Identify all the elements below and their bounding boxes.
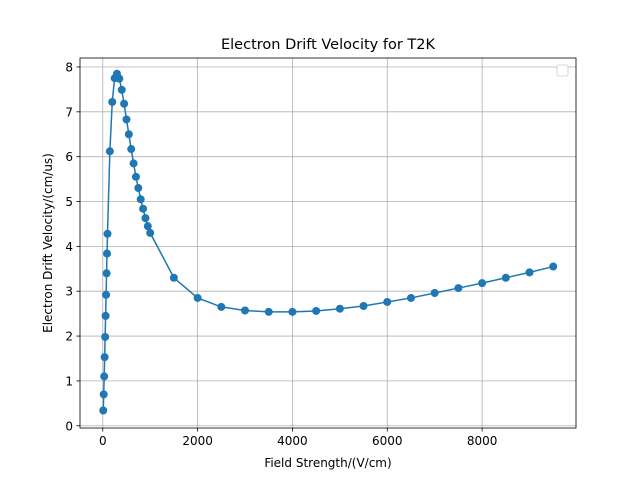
data-point-0: [99, 406, 108, 415]
x-tick-label-1: 2000: [182, 434, 213, 448]
x-axis-label: Field Strength/(V/cm): [264, 456, 391, 470]
data-point-20: [129, 159, 138, 168]
data-point-19: [127, 145, 136, 154]
data-point-18: [124, 130, 133, 139]
data-point-22: [134, 184, 143, 193]
x-tick-label-0: 0: [99, 434, 107, 448]
data-point-8: [103, 249, 112, 258]
chart-title: Electron Drift Velocity for T2K: [221, 37, 436, 53]
x-tick-label-4: 8000: [467, 434, 498, 448]
data-point-11: [108, 97, 117, 106]
y-tick-label-2: 2: [65, 330, 73, 344]
y-tick-label-1: 1: [65, 374, 73, 388]
data-point-36: [359, 302, 368, 311]
data-point-37: [383, 297, 392, 306]
ticks: 0 2000 4000 6000 8000 0 1 2 3 4 5 6 7 8: [65, 60, 497, 448]
grid: [80, 58, 576, 428]
data-point-42: [501, 273, 510, 282]
y-tick-label-5: 5: [65, 195, 73, 209]
y-tick-label-6: 6: [65, 150, 73, 164]
data-point-21: [131, 172, 140, 181]
data-point-1: [99, 390, 108, 399]
y-tick-label-0: 0: [65, 419, 73, 433]
axes-frame: [79, 57, 577, 429]
data-point-24: [139, 204, 148, 213]
data-point-29: [193, 293, 202, 302]
data-point-16: [120, 99, 129, 108]
data-point-39: [430, 289, 439, 298]
data-point-6: [102, 290, 111, 299]
data-point-40: [454, 284, 463, 293]
data-point-28: [169, 273, 178, 282]
data-point-41: [478, 279, 487, 288]
data-point-3: [100, 353, 109, 362]
data-point-10: [105, 147, 114, 156]
series: [99, 69, 558, 415]
data-point-30: [217, 302, 226, 311]
x-tick-label-3: 6000: [372, 434, 403, 448]
data-point-34: [312, 306, 321, 315]
y-tick-label-8: 8: [65, 60, 73, 74]
data-point-38: [406, 293, 415, 302]
data-point-23: [136, 195, 145, 204]
y-tick-label-3: 3: [65, 285, 73, 299]
data-point-14: [115, 74, 124, 83]
x-tick-label-2: 4000: [277, 434, 308, 448]
y-tick-label-7: 7: [65, 105, 73, 119]
data-point-15: [117, 85, 126, 94]
legend-box: [556, 64, 569, 77]
plot-background: [80, 58, 576, 428]
data-point-2: [100, 372, 109, 381]
data-point-5: [101, 311, 110, 320]
data-point-7: [102, 269, 111, 278]
data-point-25: [141, 214, 150, 223]
data-point-35: [335, 304, 344, 313]
data-point-44: [549, 262, 558, 271]
y-axis-label: Electron Drift Velocity/(cm/us): [41, 153, 55, 333]
y-tick-label-4: 4: [65, 240, 73, 254]
data-point-27: [146, 228, 155, 237]
data-point-9: [103, 229, 112, 238]
data-point-32: [264, 307, 273, 316]
data-point-4: [101, 332, 110, 341]
data-point-31: [241, 306, 250, 315]
data-point-26: [143, 222, 152, 231]
data-point-33: [288, 307, 297, 316]
data-point-43: [525, 268, 534, 277]
data-point-17: [122, 115, 131, 124]
